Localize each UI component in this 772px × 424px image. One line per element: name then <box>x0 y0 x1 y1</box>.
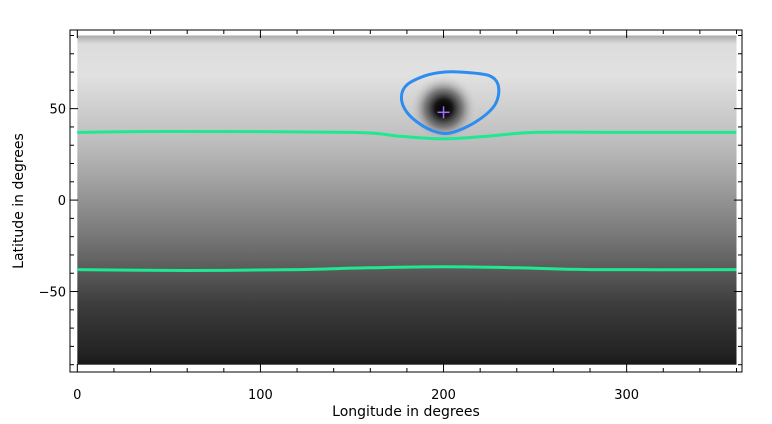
heatmap-field <box>77 35 737 365</box>
green-contour-line-1 <box>77 130 737 141</box>
y-tick-label: 0 <box>58 194 66 209</box>
heatmap-background <box>77 35 737 365</box>
y-tick-label: −50 <box>39 286 66 301</box>
blue-contour-line <box>399 70 501 136</box>
x-axis-title: Longitude in degrees <box>332 404 480 420</box>
center-marker <box>437 106 450 119</box>
x-tick-label: 200 <box>431 388 456 403</box>
green-contour-line-2 <box>77 265 737 272</box>
x-tick-label: 300 <box>614 388 639 403</box>
x-tick-label: 0 <box>73 388 81 403</box>
y-axis-title: Latitude in degrees <box>11 133 27 269</box>
plot-frame <box>69 29 743 373</box>
tick-labels: 0 100 200 300 −50 0 50 <box>39 103 639 403</box>
contour-lines <box>77 70 737 272</box>
x-tick-label: 100 <box>248 388 273 403</box>
y-tick-label: 50 <box>49 103 66 118</box>
axis-ticks <box>70 30 742 372</box>
